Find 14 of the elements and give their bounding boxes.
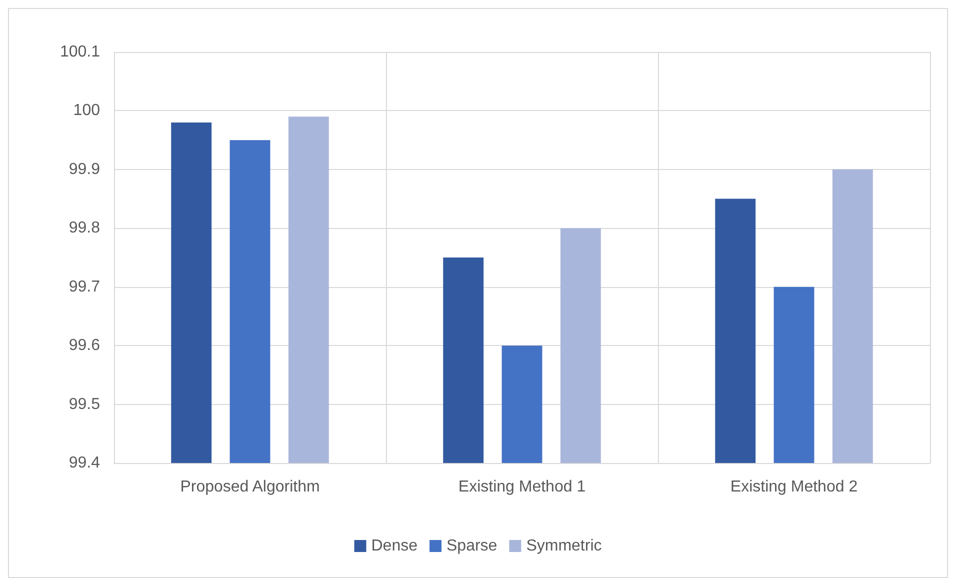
y-tick-label: 99.9 [68,160,100,178]
x-tick-label: Existing Method 2 [730,478,858,496]
y-tick-label: 99.7 [68,278,100,296]
y-tick-label: 99.4 [68,454,100,472]
legend-label: Symmetric [526,538,602,554]
legend-label: Dense [371,538,418,554]
x-tick-label: Proposed Algorithm [180,478,320,496]
y-tick-label: 100 [73,102,100,120]
y-tick-label: 99.6 [68,337,100,354]
legend-label: Sparse [446,538,498,554]
y-tick-label: 100.1 [60,44,100,60]
y-tick-label: 99.8 [68,220,100,237]
x-tick-label: Existing Method 1 [458,478,586,496]
y-tick-label: 99.5 [68,396,100,413]
